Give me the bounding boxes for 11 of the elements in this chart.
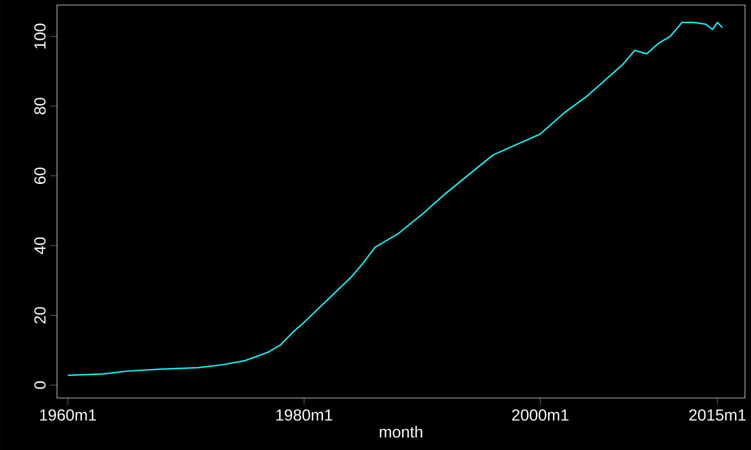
y-tick-label: 100 bbox=[34, 24, 46, 49]
x-tick-label: 2015m1 bbox=[689, 409, 746, 421]
y-tick-label: 40 bbox=[34, 237, 46, 254]
x-tick-label: 1960m1 bbox=[40, 409, 96, 421]
y-tick-label: 80 bbox=[34, 98, 46, 114]
y-tick-label: 60 bbox=[34, 168, 46, 184]
y-tick-label: 0 bbox=[34, 381, 46, 389]
x-tick-label: 1980m1 bbox=[276, 409, 332, 421]
x-tick-label: 2000m1 bbox=[512, 409, 568, 421]
x-axis-title: month bbox=[380, 426, 422, 438]
y-tick-label: 20 bbox=[34, 307, 46, 324]
